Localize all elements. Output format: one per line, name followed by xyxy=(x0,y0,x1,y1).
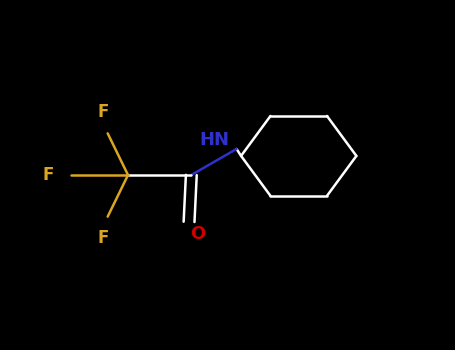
Text: HN: HN xyxy=(200,131,230,149)
Text: F: F xyxy=(42,166,53,184)
Text: O: O xyxy=(191,225,206,243)
Text: F: F xyxy=(97,103,109,121)
Text: F: F xyxy=(97,229,109,247)
